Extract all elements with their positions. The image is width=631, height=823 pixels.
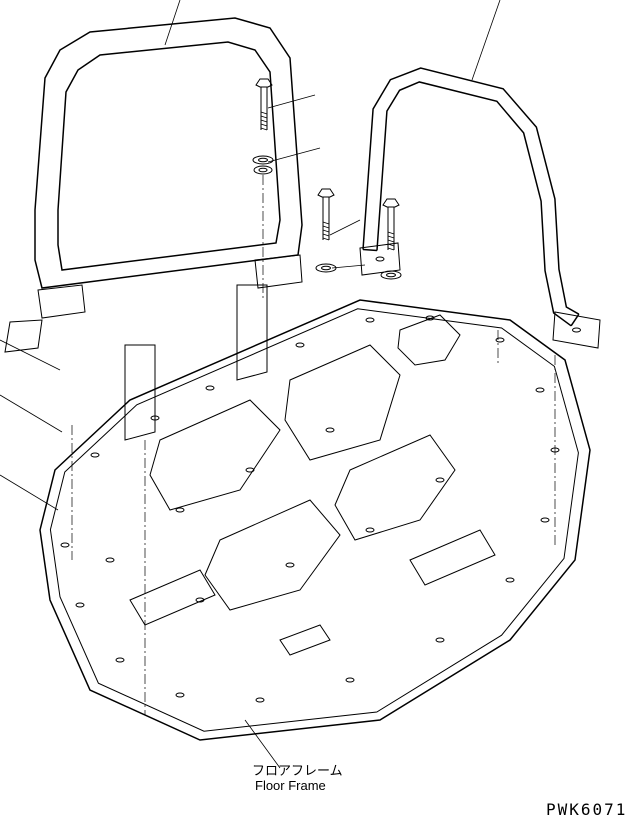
technical-drawing-svg — [0, 0, 631, 823]
diagram-container: フロアフレーム Floor Frame PWK6071 — [0, 0, 631, 823]
drawing-id-label: PWK6071 — [546, 800, 627, 819]
floor-frame-label-jp: フロアフレーム — [252, 760, 343, 779]
floor-frame-label-en: Floor Frame — [255, 778, 326, 793]
